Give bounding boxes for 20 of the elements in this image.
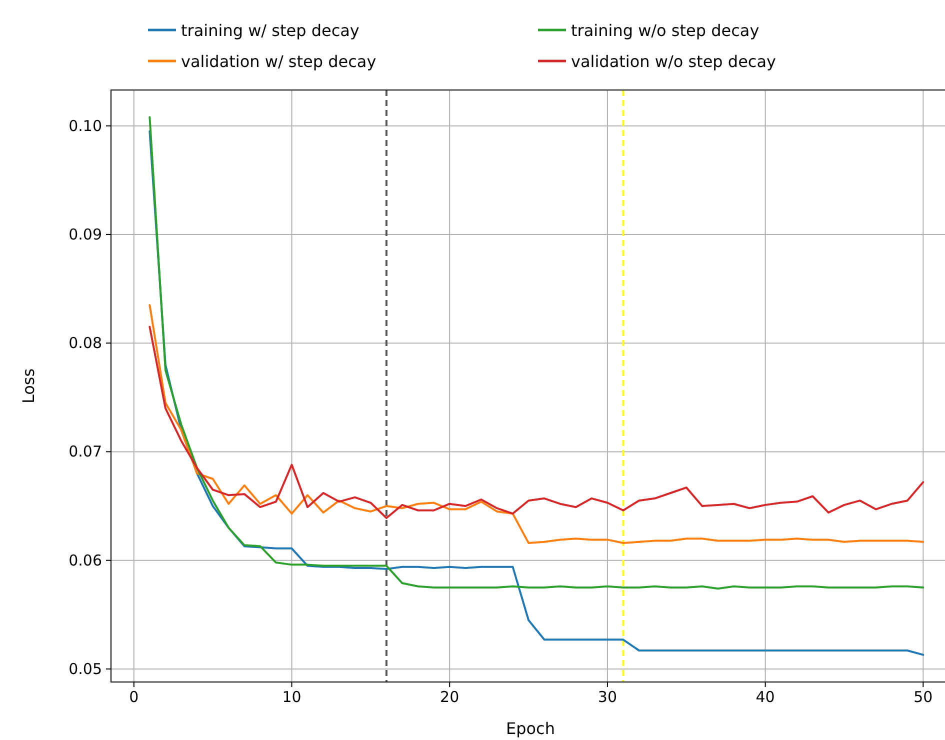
x-tick-label: 50	[914, 688, 933, 706]
x-tick-label: 40	[756, 688, 775, 706]
x-axis-title: Epoch	[506, 719, 555, 738]
legend-label: validation w/o step decay	[571, 52, 776, 71]
y-tick-label: 0.10	[68, 116, 102, 135]
y-tick-label: 0.07	[68, 442, 102, 461]
legend-label: validation w/ step decay	[181, 52, 376, 71]
y-tick-label: 0.08	[68, 334, 102, 352]
y-tick-label: 0.09	[68, 225, 102, 244]
y-tick-label: 0.06	[68, 551, 102, 570]
x-tick-label: 20	[440, 688, 460, 706]
legend-label: training w/o step decay	[571, 21, 760, 40]
y-tick-label: 0.05	[68, 660, 102, 678]
y-axis-title: Loss	[19, 368, 38, 404]
legend-label: training w/ step decay	[181, 21, 360, 40]
x-tick-label: 30	[598, 688, 617, 706]
line-series	[148, 326, 924, 519]
x-tick-label: 0	[129, 688, 139, 706]
line-series	[148, 304, 924, 544]
x-tick-label: 10	[282, 688, 302, 706]
